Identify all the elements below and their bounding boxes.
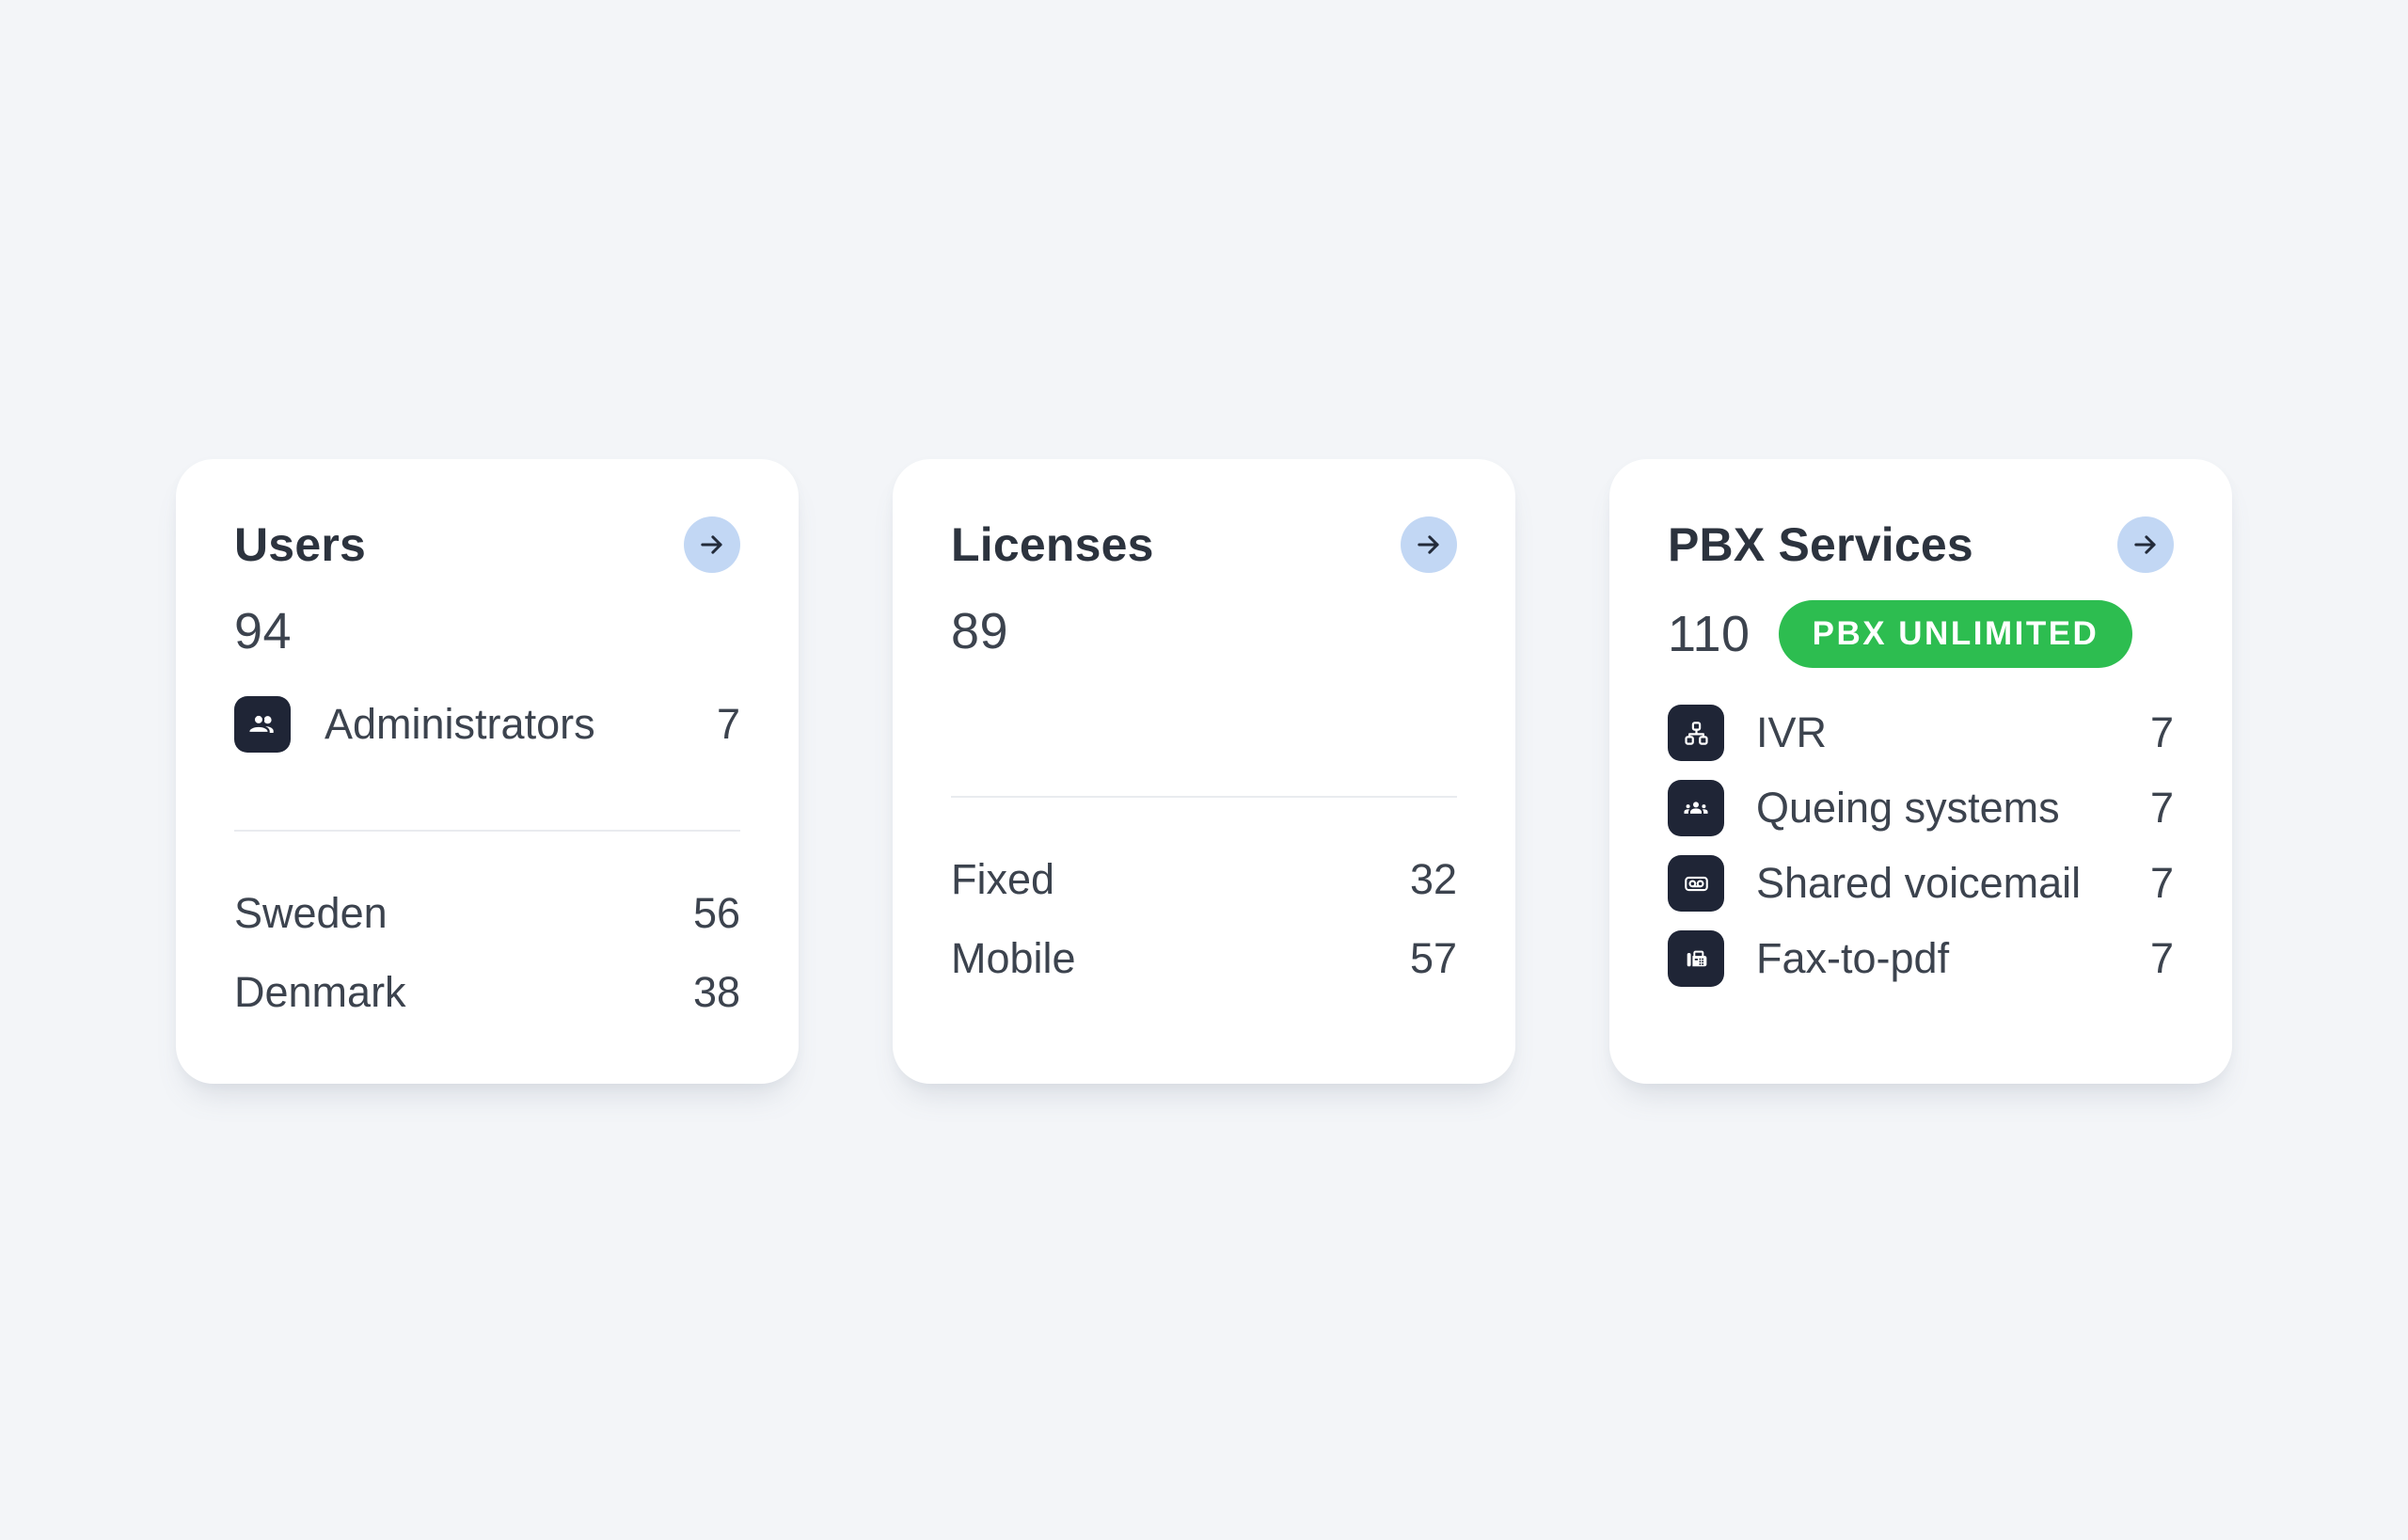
users-card: Users 94 xyxy=(176,459,799,1084)
row-label: Fax-to-pdf xyxy=(1756,934,1950,982)
row-value: 38 xyxy=(692,968,740,1016)
cards-row: Users 94 xyxy=(0,459,2408,1084)
licenses-card-header: Licenses xyxy=(951,516,1457,574)
people-icon xyxy=(247,713,274,735)
users-card-title: Users xyxy=(234,518,366,571)
users-country-list: Sweden 56 Denmark 38 xyxy=(234,887,740,1019)
queue-icon-tile xyxy=(1668,780,1724,836)
ivr-icon-tile xyxy=(1668,705,1724,761)
row-label: IVR xyxy=(1756,708,1828,756)
arrow-right-icon xyxy=(1418,535,1439,554)
row-value: 7 xyxy=(2149,859,2174,907)
licenses-card: Licenses 89 Fixed 32 Mobile xyxy=(893,459,1515,1084)
row-value: 7 xyxy=(2149,784,2174,832)
row-label: Sweden xyxy=(234,889,388,937)
pbx-unlimited-badge: PBX UNLIMITED xyxy=(1778,600,2133,668)
administrators-row: Administrators 7 xyxy=(234,696,740,753)
people-icon-tile xyxy=(234,696,291,753)
fax-icon-tile xyxy=(1668,930,1724,987)
arrow-right-icon xyxy=(2134,535,2156,554)
row-value: 56 xyxy=(692,889,740,937)
row-value: 7 xyxy=(2149,934,2174,982)
row-value: 7 xyxy=(2149,708,2174,756)
users-total-row: 94 xyxy=(234,600,740,662)
row-label: Queing systems xyxy=(1756,784,2060,832)
row-label: Mobile xyxy=(951,934,1076,982)
row-label: Shared voicemail xyxy=(1756,859,2082,907)
administrators-label: Administrators xyxy=(325,700,595,748)
pbx-services-card: PBX Services 110 PBX UNLIMITED xyxy=(1609,459,2232,1084)
list-item: Queing systems 7 xyxy=(1668,780,2174,836)
ivr-icon xyxy=(1684,721,1708,745)
list-item: Sweden 56 xyxy=(234,887,740,940)
row-label: Denmark xyxy=(234,968,406,1016)
pbx-card-header: PBX Services xyxy=(1668,516,2174,574)
users-card-mid: Administrators 7 xyxy=(234,696,740,830)
licenses-card-divider xyxy=(951,796,1457,798)
row-value: 57 xyxy=(1409,934,1457,982)
licenses-card-arrow-button[interactable] xyxy=(1401,516,1457,573)
fax-icon xyxy=(1687,950,1706,966)
licenses-total-row: 89 xyxy=(951,600,1457,662)
queue-icon xyxy=(1684,802,1708,814)
list-item: Fax-to-pdf 7 xyxy=(1668,930,2174,987)
users-total: 94 xyxy=(234,603,293,659)
pbx-total-row: 110 PBX UNLIMITED xyxy=(1668,600,2174,668)
list-item: Shared voicemail 7 xyxy=(1668,855,2174,912)
list-item: Denmark 38 xyxy=(234,966,740,1019)
licenses-type-list: Fixed 32 Mobile 57 xyxy=(951,853,1457,985)
users-card-divider xyxy=(234,830,740,832)
row-label: Fixed xyxy=(951,855,1055,903)
pbx-card-arrow-button[interactable] xyxy=(2117,516,2174,573)
list-item: IVR 7 xyxy=(1668,705,2174,761)
licenses-card-title: Licenses xyxy=(951,518,1154,571)
licenses-card-mid xyxy=(951,662,1457,796)
administrators-value: 7 xyxy=(716,700,740,748)
users-card-header: Users xyxy=(234,516,740,574)
row-value: 32 xyxy=(1409,855,1457,903)
arrow-right-icon xyxy=(701,535,722,554)
licenses-total: 89 xyxy=(951,603,1009,659)
users-card-arrow-button[interactable] xyxy=(684,516,740,573)
list-item: Mobile 57 xyxy=(951,932,1457,985)
voicemail-icon-tile xyxy=(1668,855,1724,912)
voicemail-icon xyxy=(1684,876,1708,891)
pbx-card-title: PBX Services xyxy=(1668,518,1973,571)
pbx-total: 110 xyxy=(1668,606,1751,662)
pbx-services-list: IVR 7 Queing systems xyxy=(1668,705,2174,987)
list-item: Fixed 32 xyxy=(951,853,1457,906)
